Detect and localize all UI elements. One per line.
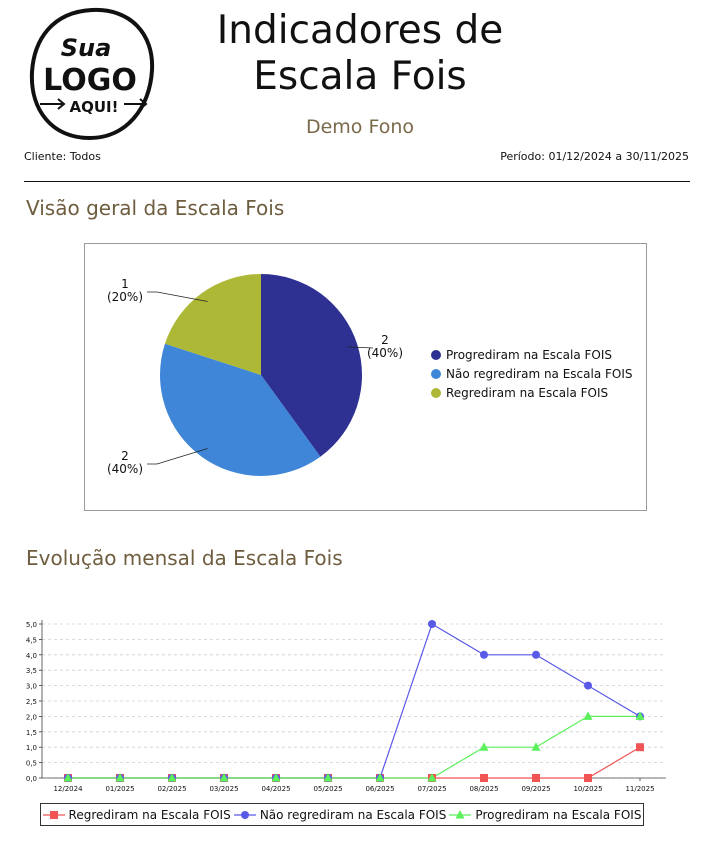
data-point [49, 810, 58, 819]
pie-percent-label: (20%) [107, 290, 143, 304]
pie-value-label: 2 [381, 333, 389, 347]
y-tick-label: 0,5 [26, 760, 37, 768]
pie-legend-swatch [431, 388, 441, 398]
y-tick-label: 5,0 [26, 621, 37, 629]
period-range: Período: 01/12/2024 a 30/11/2025 [500, 150, 689, 163]
line-legend-item: Não regrediram na Escala FOIS [233, 807, 447, 822]
pie-slice [261, 274, 362, 457]
data-point [271, 773, 281, 782]
x-tick-label: 11/2025 [625, 785, 654, 793]
company-logo: Sua LOGO AQUI! [26, 4, 158, 144]
line-legend-swatch [449, 809, 472, 818]
data-point [63, 773, 73, 782]
pie-legend-label: Regrediram na Escala FOIS [446, 386, 608, 400]
pie-chart-panel: 2 (40%) 2 (40%) 1 (20%) Progrediram na Escala … [84, 243, 647, 511]
y-tick-label: 3,5 [26, 667, 37, 675]
line-legend-item: Regrediram na Escala FOIS [42, 807, 231, 822]
y-tick-label: 0,0 [26, 775, 37, 783]
x-tick-label: 01/2025 [105, 785, 134, 793]
line-legend-swatch [233, 810, 256, 819]
data-point [240, 810, 249, 819]
pie-slice [160, 343, 321, 476]
x-tick-label: 06/2025 [365, 785, 394, 793]
data-point [532, 650, 540, 659]
pie-legend-swatch [431, 350, 441, 360]
report-subtitle: Demo Fono [305, 116, 415, 138]
pie-value-label: 2 [121, 449, 129, 463]
pie-percent-label: (40%) [367, 346, 403, 360]
data-point [584, 681, 592, 690]
svg-text:LOGO: LOGO [43, 63, 137, 98]
line-legend-label: Não regrediram na Escala FOIS [259, 807, 447, 822]
x-tick-label: 07/2025 [417, 785, 446, 793]
svg-text:Sua: Sua [61, 34, 112, 62]
line-legend-swatch [42, 810, 65, 819]
line-legend-item: Progrediram na Escala FOIS [449, 808, 641, 822]
data-point [584, 774, 592, 782]
header-divider [24, 181, 690, 182]
data-point [480, 774, 488, 782]
y-tick-label: 1,5 [26, 729, 37, 737]
data-point [583, 711, 593, 720]
client-filter: Cliente: Todos [24, 150, 101, 163]
svg-text:AQUI!: AQUI! [70, 98, 119, 116]
pie-legend-swatch [431, 369, 441, 379]
report-title: Indicadores de Escala Fois [160, 8, 560, 100]
y-tick-label: 3,0 [26, 683, 37, 691]
pie-legend-label: Não regrediram na Escala FOIS [446, 367, 633, 381]
data-point [480, 650, 488, 659]
y-tick-label: 1,0 [26, 744, 37, 752]
data-point [323, 773, 333, 782]
title-line-1: Indicadores de [216, 8, 504, 53]
y-tick-label: 4,0 [26, 652, 37, 660]
monthly-section-title: Evolução mensal da Escala Fois [26, 546, 343, 570]
line-chart-legend: Regrediram na Escala FOIS Não regrediram … [40, 803, 644, 826]
pie-label-leader [147, 291, 208, 302]
data-point [219, 773, 229, 782]
pie-value-label: 1 [121, 277, 129, 291]
x-tick-label: 12/2024 [53, 785, 83, 793]
pie-label-leader [147, 448, 208, 465]
data-point [427, 773, 437, 782]
data-point [455, 809, 465, 818]
x-tick-label: 02/2025 [157, 785, 186, 793]
data-point [428, 620, 436, 628]
x-tick-label: 04/2025 [261, 785, 290, 793]
x-tick-label: 03/2025 [209, 785, 238, 793]
data-point [167, 773, 177, 782]
data-point [479, 742, 489, 751]
data-point [532, 774, 540, 782]
x-tick-label: 05/2025 [313, 785, 342, 793]
pie-percent-label: (40%) [107, 462, 143, 476]
line-chart: 0,0 0,5 1,0 1,5 2,0 2,5 3,0 3,5 4,0 4,5 5,0 12/2024… [26, 620, 666, 793]
line-legend-label: Regrediram na Escala FOIS [68, 807, 231, 822]
pie-slice [164, 274, 261, 375]
x-tick-label: 09/2025 [521, 785, 550, 793]
y-tick-label: 4,5 [26, 636, 37, 644]
line-legend-label: Progrediram na Escala FOIS [475, 807, 642, 822]
data-point [115, 773, 125, 782]
overview-section-title: Visão geral da Escala Fois [26, 196, 285, 220]
pie-legend-label: Progrediram na Escala FOIS [446, 348, 612, 362]
title-line-2: Escala Fois [253, 54, 467, 99]
pie-chart: 2(40%)2(40%)1(20%)Progrediram na Escala … [107, 274, 633, 476]
data-point [636, 743, 644, 752]
x-tick-label: 10/2025 [573, 785, 602, 793]
data-point [531, 742, 541, 751]
pie-label-leader [347, 346, 374, 349]
series-line [68, 715, 640, 779]
x-tick-label: 08/2025 [469, 785, 498, 793]
data-point [375, 773, 385, 782]
y-tick-label: 2,5 [26, 698, 37, 706]
y-tick-label: 2,0 [26, 713, 37, 721]
data-point [635, 711, 645, 720]
